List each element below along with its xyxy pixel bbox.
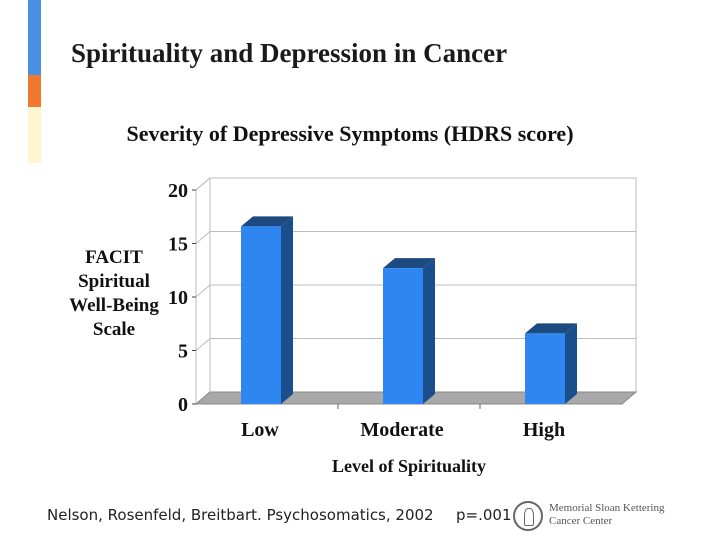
y-axis-label-line: Well-Being: [69, 295, 159, 316]
gridline: [195, 284, 636, 298]
bar: [525, 323, 577, 404]
bar-front: [525, 333, 565, 404]
bar-side: [281, 216, 293, 404]
y-tick-label: 20: [168, 180, 188, 202]
bar-series: [241, 216, 577, 404]
bar-side: [565, 323, 577, 404]
gridline: [195, 177, 636, 191]
axis-labels: Low Moderate High FACIT Spiritual Well-Being S…: [69, 247, 565, 476]
p-value: p=.001: [456, 506, 512, 524]
y-axis: 0 5 10 15 20: [168, 180, 481, 416]
logo-line-1: Memorial Sloan Kettering: [549, 502, 665, 514]
y-tick-label: 15: [168, 234, 188, 256]
accent-bar-cream: [28, 107, 41, 163]
y-axis-label-line: Spiritual: [78, 271, 150, 292]
bar-front: [383, 268, 423, 404]
logo-text: Memorial Sloan Kettering Cancer Center: [549, 502, 673, 528]
y-tick-label: 10: [168, 287, 188, 309]
bar-side: [423, 258, 435, 404]
slide-title: Spirituality and Depression in Cancer: [71, 38, 508, 68]
citation: Nelson, Rosenfeld, Breitbart. Psychosoma…: [47, 506, 434, 524]
bar: [383, 258, 435, 404]
x-axis-label: Level of Spirituality: [332, 456, 486, 476]
logo-line-2: Cancer Center: [549, 515, 613, 527]
y-tick-label: 0: [178, 394, 188, 416]
x-tick-label: Low: [241, 419, 279, 441]
y-tick-label: 5: [178, 341, 188, 363]
bar-top: [383, 258, 435, 269]
y-axis-label-line: FACIT: [85, 247, 143, 268]
bar: [241, 216, 293, 404]
accent-bar-blue: [28, 0, 41, 75]
gridline: [195, 231, 636, 244]
bar-front: [241, 226, 281, 404]
chart-title: Severity of Depressive Symptoms (HDRS sc…: [126, 121, 573, 146]
bar-top: [525, 323, 577, 334]
x-tick-label: Moderate: [360, 419, 443, 441]
y-axis-label-line: Scale: [93, 319, 135, 340]
bar-top: [241, 216, 293, 227]
logo-seal-icon: [513, 501, 543, 531]
gridline: [195, 338, 636, 351]
x-tick-label: High: [523, 419, 565, 441]
accent-bar-orange: [28, 75, 41, 107]
institution-logo: Memorial Sloan Kettering Cancer Center: [513, 499, 673, 533]
